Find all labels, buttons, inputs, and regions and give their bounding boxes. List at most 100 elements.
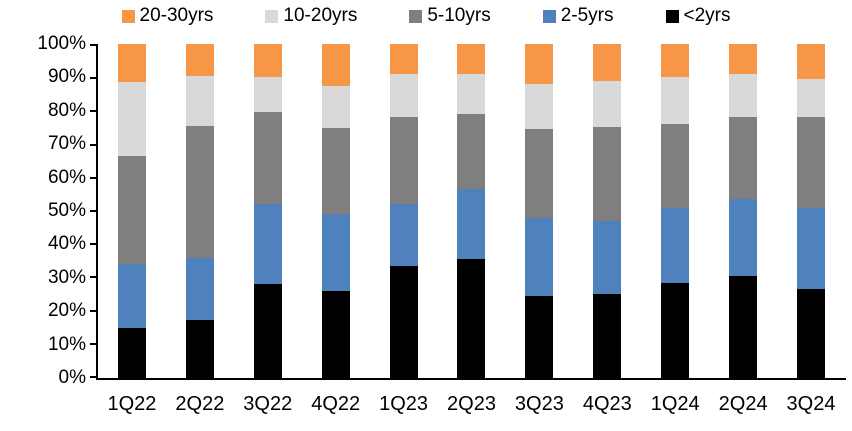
x-tick-label: 1Q22 [107, 393, 157, 415]
bar-segment-20-30yrs [321, 44, 350, 86]
stacked-bar-4Q23 [593, 44, 622, 378]
bar-slot-3Q23 [505, 44, 573, 378]
y-tick-mark [90, 176, 98, 179]
bar-slot-1Q24 [641, 44, 709, 378]
bar-segment-20-30yrs [593, 44, 622, 81]
bar-segment-10-20yrs [389, 74, 418, 118]
bar-slot-3Q22 [234, 44, 302, 378]
bar-segment-2-5yrs [797, 207, 826, 290]
y-tick-mark [90, 77, 98, 80]
y-tick-label: 70% [47, 133, 86, 155]
bar-segment-2-5yrs [525, 217, 554, 297]
bar-segment-2-5yrs [661, 207, 690, 283]
bar-segment-<2yrs [457, 259, 486, 378]
bar-segment-<2yrs [593, 294, 622, 378]
x-tick-label: 4Q22 [311, 393, 361, 415]
stacked-bar-2Q23 [457, 44, 486, 378]
bar-segment-2-5yrs [185, 257, 214, 320]
bar-segment-10-20yrs [185, 75, 214, 126]
stacked-bar-3Q22 [253, 44, 282, 378]
bar-segment-10-20yrs [797, 79, 826, 118]
bar-segment-10-20yrs [457, 74, 486, 115]
bar-segment-2-5yrs [117, 264, 146, 328]
bar-segment-20-30yrs [117, 44, 146, 83]
bar-segment-20-30yrs [661, 44, 690, 78]
bar-segment-2-5yrs [729, 199, 758, 277]
bar-segment-5-10yrs [661, 124, 690, 208]
y-tick-label: 10% [47, 333, 86, 355]
y-tick-mark [90, 342, 98, 345]
bar-segment-5-10yrs [525, 129, 554, 218]
legend-swatch-icon [121, 9, 135, 23]
bar-segment-10-20yrs [253, 77, 282, 113]
stacked-bar-3Q23 [525, 44, 554, 378]
bar-segment-20-30yrs [185, 44, 214, 76]
stacked-bar-1Q24 [661, 44, 690, 378]
legend-label: <2yrs [683, 5, 731, 26]
legend-swatch-icon [665, 9, 679, 23]
x-tick-label: 1Q23 [379, 393, 429, 415]
bar-segment-<2yrs [321, 291, 350, 378]
bar-segment-10-20yrs [525, 84, 554, 130]
y-tick-label: 50% [47, 199, 86, 221]
stacked-bar-1Q22 [117, 44, 146, 378]
bar-segment-<2yrs [117, 327, 146, 378]
plot-area [98, 44, 845, 378]
bar-slot-2Q24 [709, 44, 777, 378]
y-tick-label: 80% [47, 99, 86, 121]
y-tick-mark [90, 309, 98, 312]
bar-segment-<2yrs [661, 282, 690, 378]
legend-label: 2-5yrs [560, 5, 614, 26]
legend-label: 10-20yrs [283, 5, 358, 26]
y-tick-label: 0% [58, 366, 86, 388]
bar-segment-20-30yrs [457, 44, 486, 75]
legend-swatch-icon [409, 9, 423, 23]
bar-segment-<2yrs [185, 319, 214, 378]
bar-slot-4Q22 [302, 44, 370, 378]
bar-segment-<2yrs [389, 266, 418, 378]
bar-segment-5-10yrs [185, 125, 214, 258]
bar-segment-5-10yrs [797, 117, 826, 208]
bar-segment-5-10yrs [457, 114, 486, 190]
bar-segment-20-30yrs [729, 44, 758, 75]
legend-label: 5-10yrs [427, 5, 491, 26]
legend-item-5-10yrs: 5-10yrs [409, 4, 491, 28]
legend-swatch-icon [542, 9, 556, 23]
bar-slot-1Q22 [98, 44, 166, 378]
bar-segment-<2yrs [729, 276, 758, 378]
x-tick-label: 1Q24 [650, 393, 700, 415]
legend-item-20-30yrs: 20-30yrs [121, 4, 213, 28]
bar-segment-10-20yrs [321, 85, 350, 128]
bar-segment-10-20yrs [593, 80, 622, 128]
y-axis-labels: 100% 90% 80% 70% 60% 50% 40% 30% 20% 10% 0% [0, 33, 86, 389]
bar-segment-<2yrs [253, 284, 282, 378]
legend-item-10-20yrs: 10-20yrs [265, 4, 357, 28]
bar-segment-2-5yrs [457, 189, 486, 260]
legend-item-2-5yrs: 2-5yrs [542, 4, 614, 28]
y-tick-mark [90, 276, 98, 279]
x-axis-line [96, 378, 846, 380]
x-tick-label: 3Q24 [786, 393, 836, 415]
bar-segment-10-20yrs [117, 82, 146, 156]
bar-segment-<2yrs [797, 289, 826, 378]
y-tick-label: 60% [47, 166, 86, 188]
bar-slot-2Q22 [166, 44, 234, 378]
bar-segment-<2yrs [525, 296, 554, 378]
y-tick-mark [90, 110, 98, 113]
bar-segment-20-30yrs [525, 44, 554, 85]
bar-segment-10-20yrs [661, 77, 690, 125]
bar-segment-2-5yrs [593, 221, 622, 295]
bar-segment-2-5yrs [253, 204, 282, 285]
y-tick-mark [90, 44, 98, 46]
stacked-bar-4Q22 [321, 44, 350, 378]
bar-segment-2-5yrs [321, 214, 350, 292]
bar-segment-10-20yrs [729, 74, 758, 118]
stacked-bar-3Q24 [797, 44, 826, 378]
x-tick-label: 2Q24 [718, 393, 768, 415]
x-tick-label: 4Q23 [582, 393, 632, 415]
y-axis-line [96, 44, 98, 380]
y-tick-mark [90, 243, 98, 246]
x-tick-label: 3Q22 [243, 393, 293, 415]
x-axis-labels: 1Q22 2Q22 3Q22 4Q22 1Q23 2Q23 3Q23 4Q23 1Q24 2Q24… [98, 391, 845, 417]
